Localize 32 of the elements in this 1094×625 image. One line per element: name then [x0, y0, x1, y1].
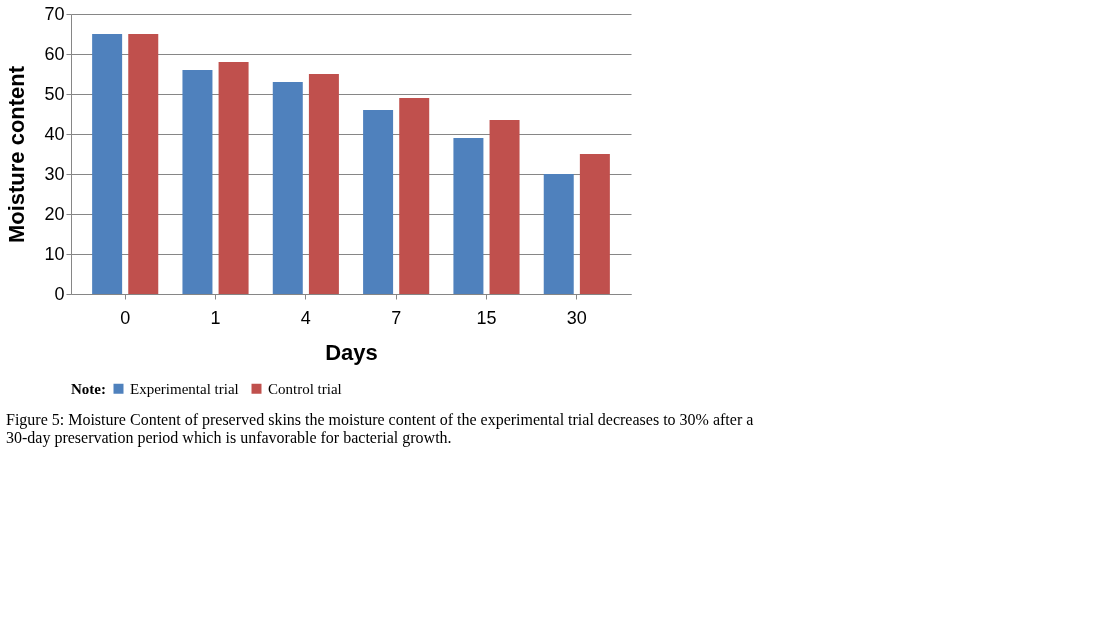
legend-label: Experimental trial [130, 380, 239, 397]
bar [308, 74, 339, 294]
y-tick-label: 50 [44, 83, 65, 104]
bar [399, 98, 430, 294]
bar [272, 82, 303, 294]
bar [92, 34, 123, 294]
x-tick-label: 0 [120, 307, 131, 328]
bar [489, 120, 520, 294]
bar [363, 110, 394, 294]
legend-label: Control trial [268, 380, 342, 397]
y-tick-label: 10 [44, 243, 65, 264]
bar [182, 70, 213, 294]
bar [543, 174, 574, 294]
y-tick-label: 0 [54, 283, 65, 304]
bar [218, 62, 249, 294]
x-axis-title: Days [325, 339, 378, 365]
bar [579, 154, 610, 294]
bar [453, 138, 484, 294]
x-tick-label: 7 [391, 307, 402, 328]
y-axis-title: Moisture content [4, 65, 30, 244]
x-tick-label: 30 [566, 307, 587, 328]
caption: Figure 5: Moisture Content of preserved skins the moisture content of the experimental trial decreases to 30% after a 30-day preservation period which is unfavorable for bacterial growth. [5, 411, 754, 447]
x-tick-label: 15 [476, 307, 497, 328]
y-tick-label: 30 [44, 163, 65, 184]
bar [128, 34, 159, 294]
y-tick-label: 60 [44, 43, 65, 64]
legend-title: Note: [71, 381, 106, 397]
x-tick-label: 4 [300, 307, 311, 328]
y-tick-label: 20 [44, 203, 65, 224]
x-tick-label: 1 [210, 307, 221, 328]
y-tick-label: 70 [44, 3, 65, 24]
y-tick-label: 40 [44, 123, 65, 144]
